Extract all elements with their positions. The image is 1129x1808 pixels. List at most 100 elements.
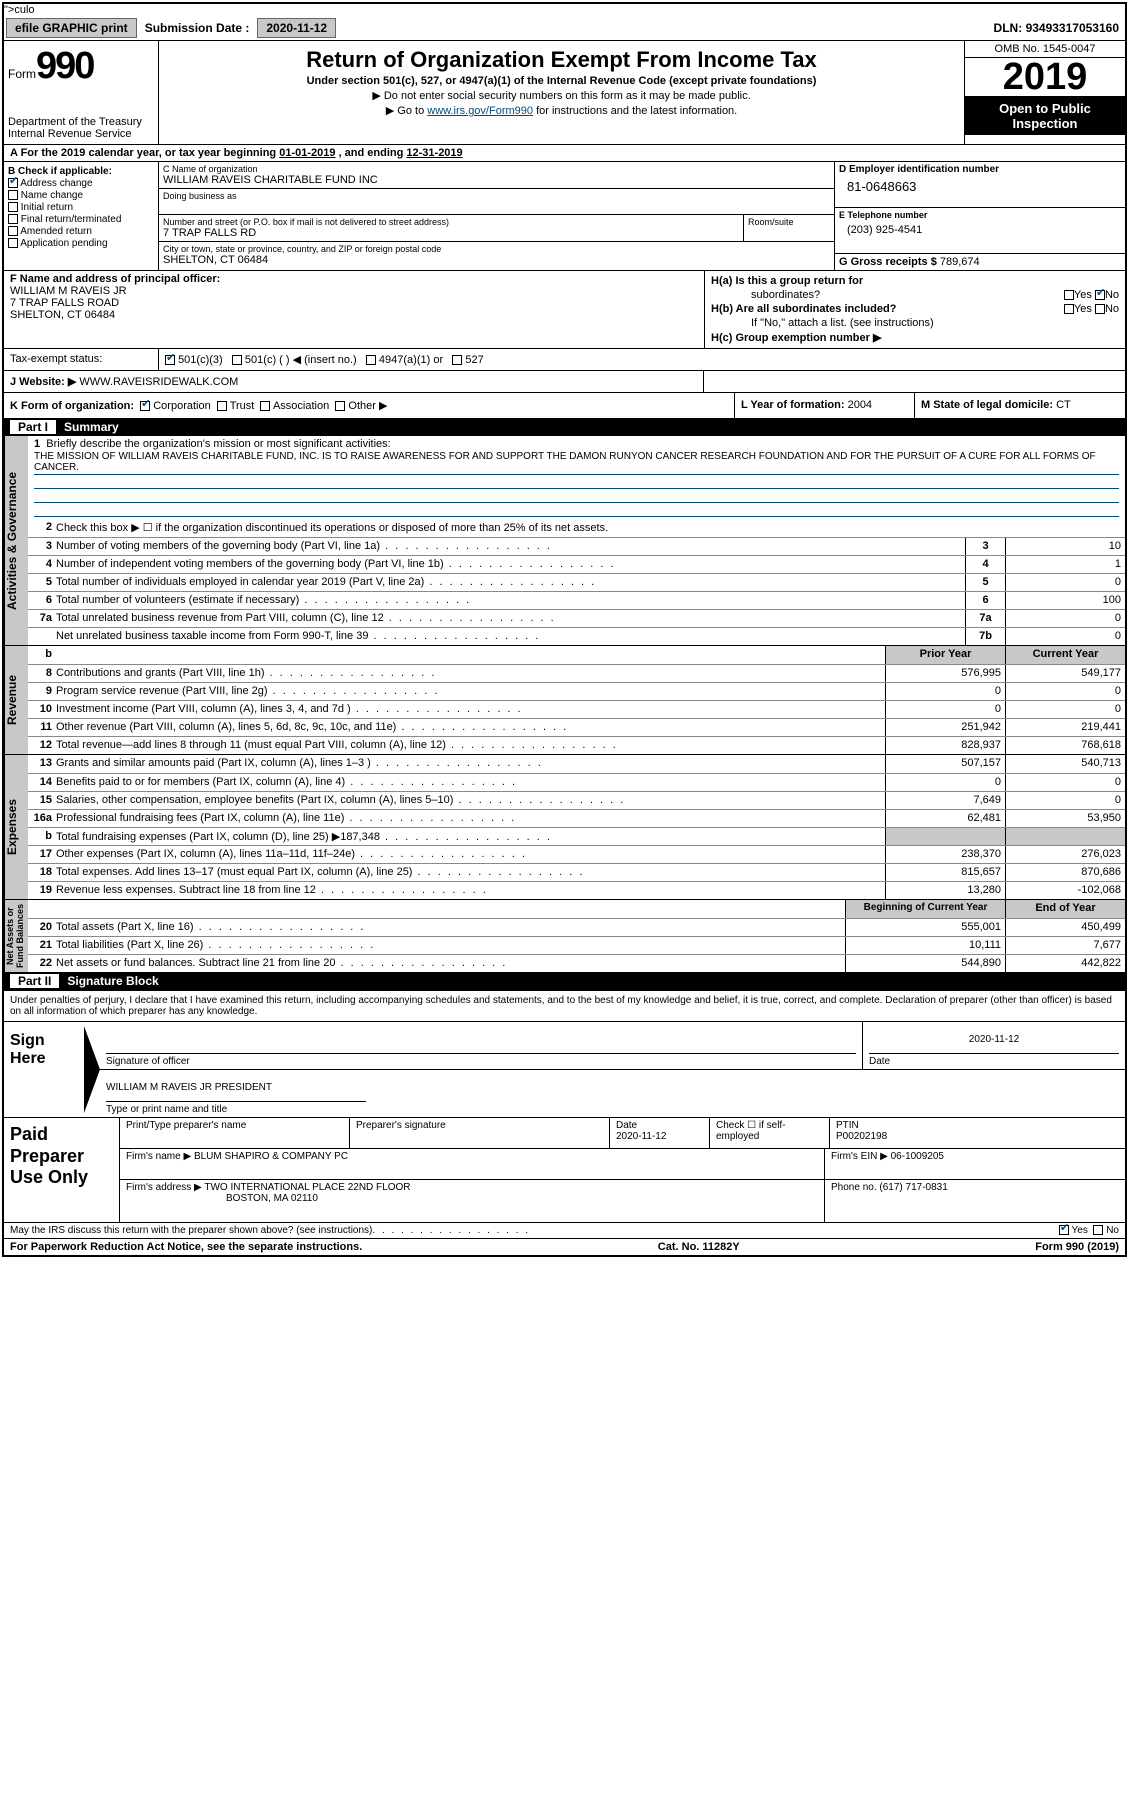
expense-row: bTotal fundraising expenses (Part IX, co… (28, 827, 1125, 845)
irs-no-checkbox[interactable] (1093, 1225, 1103, 1235)
efile-print-button[interactable]: efile GRAPHIC print (6, 18, 137, 38)
expense-row: 13Grants and similar amounts paid (Part … (28, 755, 1125, 773)
phone-value: (203) 925-4541 (839, 220, 1121, 236)
form-header: Form990 Department of the Treasury Inter… (4, 41, 1125, 144)
checkbox-column: B Check if applicable: Address change Na… (4, 162, 159, 270)
tax-exempt-row: Tax-exempt status: 501(c)(3) 501(c) ( ) … (4, 348, 1125, 370)
ptin-value: P00202198 (836, 1131, 887, 1142)
governance-section: Activities & Governance 1 Briefly descri… (4, 436, 1125, 645)
expense-row: 17Other expenses (Part IX, column (A), l… (28, 845, 1125, 863)
dept-label: Department of the Treasury Internal Reve… (8, 116, 154, 140)
ha-no-checkbox[interactable] (1095, 290, 1105, 300)
501c-checkbox[interactable] (232, 355, 242, 365)
summary-value: 100 (1005, 592, 1125, 609)
irs-discuss-row: May the IRS discuss this return with the… (4, 1222, 1125, 1238)
officer-name-title: WILLIAM M RAVEIS JR PRESIDENT (106, 1082, 366, 1102)
ha-yes-checkbox[interactable] (1064, 290, 1074, 300)
corp-checkbox[interactable] (140, 401, 150, 411)
revenue-row: 11Other revenue (Part VIII, column (A), … (28, 718, 1125, 736)
net-assets-row: 20Total assets (Part X, line 16)555,0014… (28, 918, 1125, 936)
beginning-value: 10,111 (845, 937, 1005, 954)
net-assets-row: 21Total liabilities (Part X, line 26)10,… (28, 936, 1125, 954)
assoc-checkbox[interactable] (260, 401, 270, 411)
expense-row: 19Revenue less expenses. Subtract line 1… (28, 881, 1125, 899)
form-number: 990 (36, 45, 93, 87)
irs-yes-checkbox[interactable] (1059, 1225, 1069, 1235)
prior-year-value: 7,649 (885, 792, 1005, 809)
group-return-block: H(a) Is this a group return for subordin… (705, 271, 1125, 348)
current-year-value: 0 (1005, 792, 1125, 809)
firm-ein: 06-1009205 (891, 1151, 944, 1162)
prior-year-value: 828,937 (885, 737, 1005, 754)
prior-year-value: 251,942 (885, 719, 1005, 736)
firm-name: BLUM SHAPIRO & COMPANY PC (194, 1151, 348, 1162)
application-pending-checkbox[interactable] (8, 238, 18, 248)
governance-tab: Activities & Governance (4, 436, 28, 645)
end-year-header: End of Year (1005, 900, 1125, 918)
hb-yes-checkbox[interactable] (1064, 304, 1074, 314)
form-title-block: Return of Organization Exempt From Incom… (159, 41, 965, 144)
current-year-value: 768,618 (1005, 737, 1125, 754)
org-info-column: C Name of organization WILLIAM RAVEIS CH… (159, 162, 835, 270)
527-checkbox[interactable] (452, 355, 462, 365)
current-year-value: 53,950 (1005, 810, 1125, 827)
inspection-notice: Open to Public Inspection (965, 97, 1125, 135)
mission-text: THE MISSION OF WILLIAM RAVEIS CHARITABLE… (34, 450, 1119, 475)
revenue-row: 8Contributions and grants (Part VIII, li… (28, 664, 1125, 682)
prior-year-header: Prior Year (885, 646, 1005, 664)
irs-link[interactable]: www.irs.gov/Form990 (427, 105, 533, 117)
beginning-value: 555,001 (845, 919, 1005, 936)
net-assets-tab: Net Assets or Fund Balances (4, 900, 28, 972)
initial-return-checkbox[interactable] (8, 202, 18, 212)
4947-checkbox[interactable] (366, 355, 376, 365)
net-assets-section: Net Assets or Fund Balances Beginning of… (4, 899, 1125, 972)
prior-year-value: 507,157 (885, 755, 1005, 773)
current-year-value: 276,023 (1005, 846, 1125, 863)
summary-value: 0 (1005, 574, 1125, 591)
address-change-checkbox[interactable] (8, 178, 18, 188)
form-990-page: ">culo efile GRAPHIC print Submission Da… (2, 2, 1127, 1257)
prior-year-value: 238,370 (885, 846, 1005, 863)
summary-value: 10 (1005, 538, 1125, 555)
sign-here-block: Sign Here Signature of officer 2020-11-1… (4, 1021, 1125, 1117)
current-year-value: 219,441 (1005, 719, 1125, 736)
form-title: Return of Organization Exempt From Incom… (167, 47, 956, 73)
form-year-block: OMB No. 1545-0047 2019 Open to Public In… (965, 41, 1125, 144)
beginning-value: 544,890 (845, 955, 1005, 972)
summary-value: 1 (1005, 556, 1125, 573)
expense-row: 15Salaries, other compensation, employee… (28, 791, 1125, 809)
hb-no-checkbox[interactable] (1095, 304, 1105, 314)
preparer-date: 2020-11-12 (616, 1131, 666, 1142)
expense-row: 14Benefits paid to or for members (Part … (28, 773, 1125, 791)
expense-row: 16aProfessional fundraising fees (Part I… (28, 809, 1125, 827)
summary-row: 5Total number of individuals employed in… (28, 573, 1125, 591)
end-value: 442,822 (1005, 955, 1125, 972)
amended-return-checkbox[interactable] (8, 226, 18, 236)
perjury-statement: Under penalties of perjury, I declare th… (4, 990, 1125, 1021)
summary-value: 0 (1005, 610, 1125, 627)
prior-year-value: 0 (885, 701, 1005, 718)
part-ii-header: Part IISignature Block (4, 972, 1125, 990)
org-form-row: K Form of organization: Corporation Trus… (4, 392, 1125, 418)
summary-row: 6Total number of volunteers (estimate if… (28, 591, 1125, 609)
part-i-header: Part ISummary (4, 418, 1125, 436)
current-year-header: Current Year (1005, 646, 1125, 664)
expense-row: 18Total expenses. Add lines 13–17 (must … (28, 863, 1125, 881)
current-year-value: 0 (1005, 683, 1125, 700)
revenue-section: Revenue b Prior Year Current Year 8Contr… (4, 645, 1125, 754)
other-checkbox[interactable] (335, 401, 345, 411)
summary-value: 0 (1005, 628, 1125, 645)
form-id-block: Form990 Department of the Treasury Inter… (4, 41, 159, 144)
identity-block: B Check if applicable: Address change Na… (4, 161, 1125, 270)
officer-group-row: F Name and address of principal officer:… (4, 270, 1125, 348)
net-assets-row: 22Net assets or fund balances. Subtract … (28, 954, 1125, 972)
org-name: WILLIAM RAVEIS CHARITABLE FUND INC (163, 174, 830, 186)
sign-date: 2020-11-12 (869, 1034, 1119, 1054)
current-year-value: -102,068 (1005, 882, 1125, 899)
final-return-checkbox[interactable] (8, 214, 18, 224)
501c3-checkbox[interactable] (165, 355, 175, 365)
trust-checkbox[interactable] (217, 401, 227, 411)
name-change-checkbox[interactable] (8, 190, 18, 200)
summary-row: 7aTotal unrelated business revenue from … (28, 609, 1125, 627)
website-row: J Website: ▶ WWW.RAVEISRIDEWALK.COM (4, 370, 1125, 392)
